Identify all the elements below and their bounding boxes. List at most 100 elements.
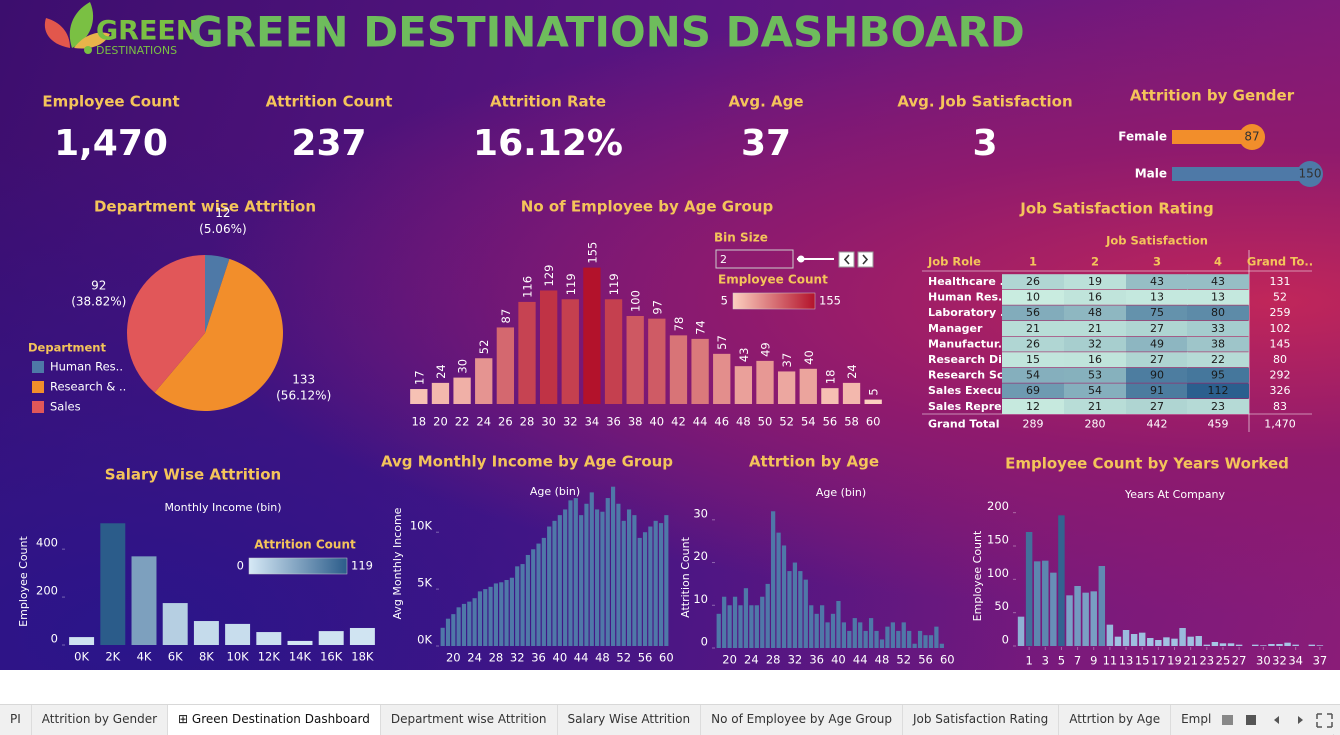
x-tick-label: 5: [1058, 654, 1065, 668]
color-legend-max: 155: [819, 294, 841, 308]
x-tick-label: 52: [616, 651, 631, 665]
bar: [1033, 561, 1041, 646]
bar: [69, 637, 95, 645]
kpi-label: Attrition Count: [266, 93, 393, 111]
x-tick-label: 40: [649, 415, 664, 429]
x-tick-label: 0K: [74, 650, 89, 664]
cell-value: 80: [1273, 353, 1287, 366]
bar: [573, 498, 578, 646]
tab-label: Department wise Attrition: [390, 712, 547, 726]
x-tick-label: 44: [693, 415, 708, 429]
bar: [162, 603, 188, 645]
y-tick-label: 20: [693, 549, 708, 563]
tab-label: Green Destination Dashboard: [191, 712, 370, 726]
sheet-tab[interactable]: Department wise Attrition: [381, 705, 558, 735]
x-tick-label: 42: [671, 415, 686, 429]
slider-thumb[interactable]: [797, 255, 805, 263]
x-tick-label: 28: [489, 651, 504, 665]
sheet-tab[interactable]: No of Employee by Age Group: [701, 705, 903, 735]
y-tick-label: 10K: [410, 519, 433, 533]
slice-value: 133: [292, 373, 315, 387]
x-tick-label: 30: [541, 415, 556, 429]
bar: [475, 358, 493, 404]
sheet-tab[interactable]: PI: [0, 705, 32, 735]
dashboard-icon: ⊞: [178, 712, 192, 726]
y-axis-label: Employee Count: [971, 530, 984, 621]
kpi-value: 16.12%: [473, 123, 623, 164]
x-tick-label: 27: [1232, 654, 1247, 668]
bar: [781, 545, 787, 648]
cell-value: 292: [1270, 369, 1291, 382]
value-label: 40: [802, 350, 816, 365]
cell-value: 326: [1270, 384, 1291, 397]
bar: [907, 630, 912, 648]
value-label: 155: [585, 242, 599, 264]
x-tick-label: 15: [1135, 654, 1150, 668]
sheet-tab[interactable]: ⊞ Green Destination Dashboard: [168, 705, 381, 735]
value-label: 17: [412, 370, 426, 385]
x-tick-label: 56: [638, 651, 653, 665]
bar: [604, 299, 623, 404]
bar: [864, 399, 882, 404]
cell-value: 259: [1270, 306, 1291, 319]
bar: [1235, 644, 1243, 646]
value-label: 57: [715, 335, 729, 350]
row-label: Sales Execu..: [928, 384, 1010, 397]
bar: [563, 509, 568, 646]
value-label: 37: [780, 353, 794, 368]
x-tick-label: 28: [766, 653, 781, 667]
sheet-tab[interactable]: Salary Wise Attrition: [558, 705, 702, 735]
sheet-tab[interactable]: Attrition by Gender: [32, 705, 169, 735]
bar: [841, 622, 847, 648]
x-tick-label: 10K: [227, 650, 250, 664]
x-tick-label: 4K: [137, 650, 152, 664]
cell-value: 21: [1088, 322, 1102, 335]
sheet-tab[interactable]: Attrtion by Age: [1059, 705, 1172, 735]
bar: [518, 301, 536, 404]
kpi-label: Avg. Job Satisfaction: [897, 93, 1072, 111]
bar: [493, 583, 498, 646]
x-tick-label: 23: [1199, 654, 1214, 668]
bar: [1260, 645, 1267, 646]
value-label: 43: [737, 348, 751, 363]
column-header: Grand To..: [1247, 255, 1313, 269]
tab-label: PI: [10, 712, 21, 726]
bin-size-input[interactable]: [715, 249, 794, 269]
bar: [923, 635, 928, 648]
bar: [842, 382, 861, 404]
step-down[interactable]: [838, 251, 855, 268]
bar: [637, 537, 642, 646]
x-tick-label: 48: [875, 653, 890, 667]
legend-swatch: [32, 401, 44, 413]
y-tick-label: 30: [693, 506, 708, 520]
x-tick-label: 32: [1272, 654, 1287, 668]
x-tick-label: 34: [1288, 654, 1303, 668]
step-up-icon: [862, 254, 869, 265]
value-label: 87: [499, 309, 513, 324]
row-label: Grand Total: [928, 417, 999, 430]
step-up[interactable]: [857, 251, 874, 268]
x-tick-label: 30: [1256, 654, 1271, 668]
x-tick-label: 19: [1167, 654, 1182, 668]
bar: [431, 382, 450, 404]
x-tick-label: 3: [1042, 654, 1049, 668]
cell-value: 52: [1273, 291, 1287, 304]
bar: [777, 371, 796, 404]
bar: [472, 598, 477, 646]
heat-cell: [1126, 352, 1188, 368]
cell-value: 21: [1026, 322, 1040, 335]
heat-cell: [1187, 383, 1249, 399]
x-tick-label: 24: [744, 653, 759, 667]
bar-end: [1239, 124, 1266, 150]
bar: [453, 377, 471, 404]
chart-title: No of Employee by Age Group: [521, 198, 774, 216]
bar: [496, 327, 515, 404]
bar: [589, 492, 594, 646]
bar: [1172, 167, 1310, 181]
sheet-tabs: PI Attrition by Gender ⊞ Green Destination…: [0, 704, 1340, 735]
column-header: Job Role: [927, 255, 981, 269]
x-tick-label: 1: [1025, 654, 1032, 668]
cell-value: 10: [1026, 291, 1040, 304]
tab-label: Salary Wise Attrition: [567, 712, 691, 726]
sheet-tab[interactable]: Job Satisfaction Rating: [903, 705, 1060, 735]
